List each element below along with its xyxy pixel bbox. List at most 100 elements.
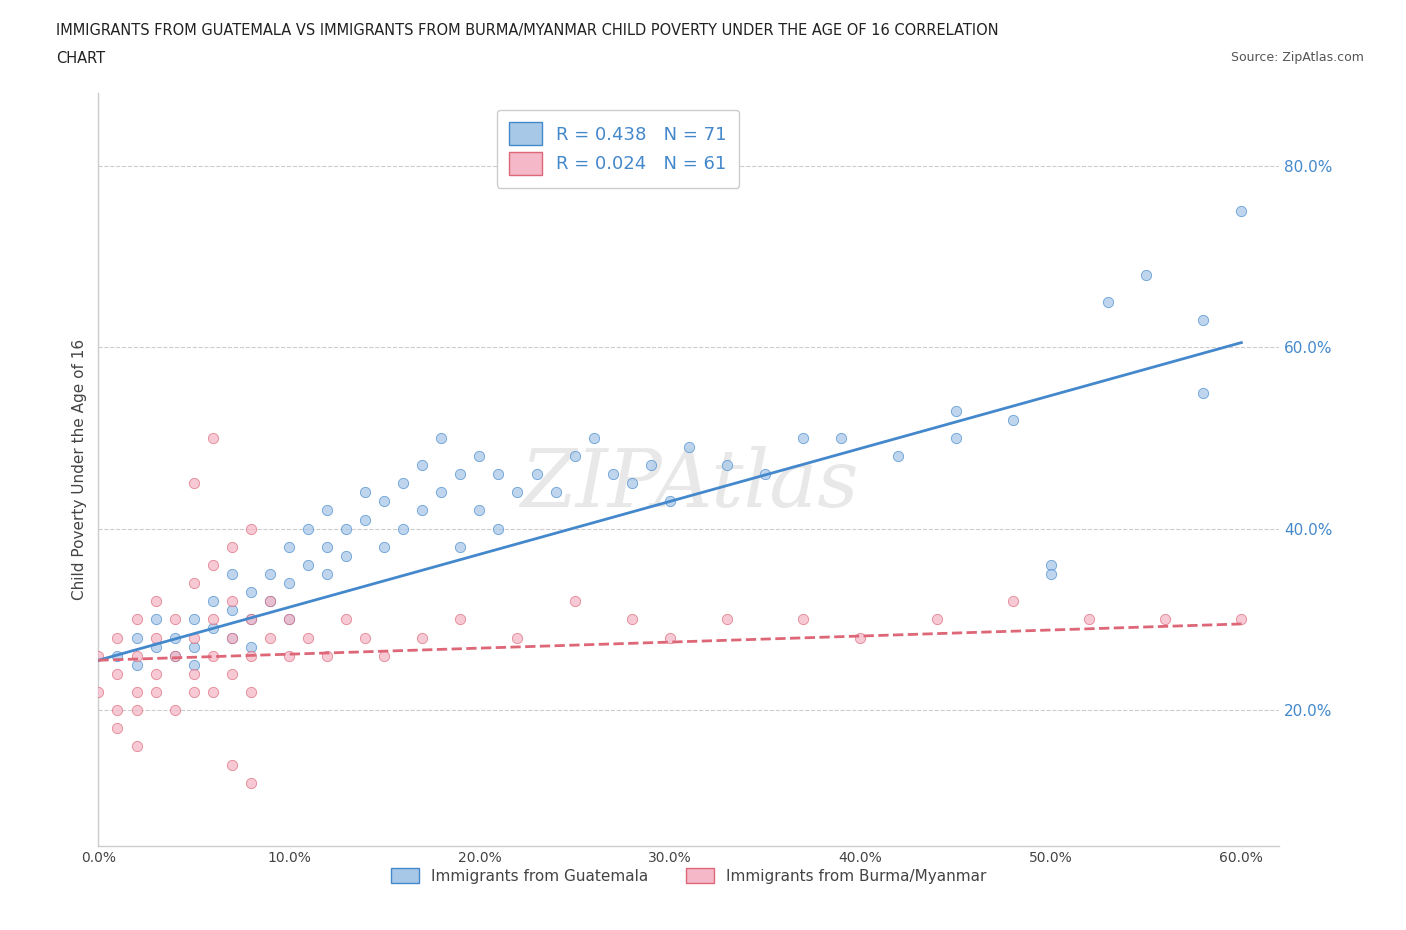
Point xyxy=(354,512,377,527)
Point xyxy=(945,431,967,445)
Point xyxy=(1039,557,1062,572)
Point xyxy=(526,467,548,482)
Point xyxy=(163,648,186,663)
Point xyxy=(564,594,586,609)
Point xyxy=(239,612,262,627)
Point xyxy=(449,612,471,627)
Point xyxy=(1097,294,1119,309)
Point xyxy=(316,648,339,663)
Point xyxy=(239,648,262,663)
Point xyxy=(316,539,339,554)
Point xyxy=(1192,312,1215,327)
Point xyxy=(640,458,662,472)
Point xyxy=(335,549,357,564)
Point xyxy=(183,684,205,699)
Point xyxy=(373,494,395,509)
Point xyxy=(430,485,453,499)
Point xyxy=(107,703,129,718)
Point xyxy=(1001,412,1024,427)
Point xyxy=(239,521,262,536)
Point xyxy=(107,631,129,645)
Point xyxy=(373,539,395,554)
Text: ZIPAtlas: ZIPAtlas xyxy=(520,446,858,524)
Point xyxy=(183,639,205,654)
Point xyxy=(163,703,186,718)
Point xyxy=(602,467,624,482)
Point xyxy=(1078,612,1101,627)
Point xyxy=(201,431,224,445)
Point xyxy=(316,503,339,518)
Point xyxy=(488,467,510,482)
Point xyxy=(354,631,377,645)
Point xyxy=(239,639,262,654)
Point xyxy=(582,431,605,445)
Point xyxy=(335,612,357,627)
Point xyxy=(754,467,776,482)
Point xyxy=(163,648,186,663)
Point xyxy=(125,648,148,663)
Point xyxy=(411,631,433,645)
Point xyxy=(373,648,395,663)
Point xyxy=(430,431,453,445)
Point xyxy=(277,612,299,627)
Point xyxy=(221,603,243,618)
Point xyxy=(125,739,148,754)
Point xyxy=(449,539,471,554)
Point xyxy=(183,576,205,591)
Point xyxy=(201,648,224,663)
Point xyxy=(544,485,567,499)
Text: CHART: CHART xyxy=(56,51,105,66)
Point xyxy=(125,612,148,627)
Point xyxy=(221,631,243,645)
Point xyxy=(792,612,814,627)
Point xyxy=(259,566,281,581)
Point xyxy=(107,667,129,682)
Point xyxy=(239,585,262,600)
Point xyxy=(945,404,967,418)
Point xyxy=(201,612,224,627)
Point xyxy=(277,648,299,663)
Point xyxy=(163,631,186,645)
Point xyxy=(392,476,415,491)
Point xyxy=(277,612,299,627)
Point xyxy=(1230,204,1253,219)
Point xyxy=(620,476,643,491)
Point xyxy=(239,612,262,627)
Point xyxy=(620,612,643,627)
Point xyxy=(716,612,738,627)
Point xyxy=(201,684,224,699)
Point xyxy=(297,631,319,645)
Legend: Immigrants from Guatemala, Immigrants from Burma/Myanmar: Immigrants from Guatemala, Immigrants fr… xyxy=(384,860,994,891)
Point xyxy=(792,431,814,445)
Point xyxy=(335,521,357,536)
Point xyxy=(239,684,262,699)
Point xyxy=(468,503,491,518)
Point xyxy=(449,467,471,482)
Point xyxy=(564,448,586,463)
Point xyxy=(259,594,281,609)
Point xyxy=(221,594,243,609)
Point xyxy=(297,557,319,572)
Point xyxy=(145,631,167,645)
Point xyxy=(239,776,262,790)
Point xyxy=(145,639,167,654)
Point xyxy=(506,631,529,645)
Point xyxy=(145,612,167,627)
Point xyxy=(1192,385,1215,400)
Point xyxy=(221,539,243,554)
Text: IMMIGRANTS FROM GUATEMALA VS IMMIGRANTS FROM BURMA/MYANMAR CHILD POVERTY UNDER T: IMMIGRANTS FROM GUATEMALA VS IMMIGRANTS … xyxy=(56,23,998,38)
Point xyxy=(125,684,148,699)
Point xyxy=(277,539,299,554)
Point xyxy=(221,667,243,682)
Point xyxy=(163,612,186,627)
Point xyxy=(354,485,377,499)
Point xyxy=(1039,566,1062,581)
Point xyxy=(1230,612,1253,627)
Point xyxy=(125,631,148,645)
Point xyxy=(277,576,299,591)
Point xyxy=(925,612,948,627)
Point xyxy=(716,458,738,472)
Point xyxy=(107,648,129,663)
Text: Source: ZipAtlas.com: Source: ZipAtlas.com xyxy=(1230,51,1364,64)
Point xyxy=(658,631,681,645)
